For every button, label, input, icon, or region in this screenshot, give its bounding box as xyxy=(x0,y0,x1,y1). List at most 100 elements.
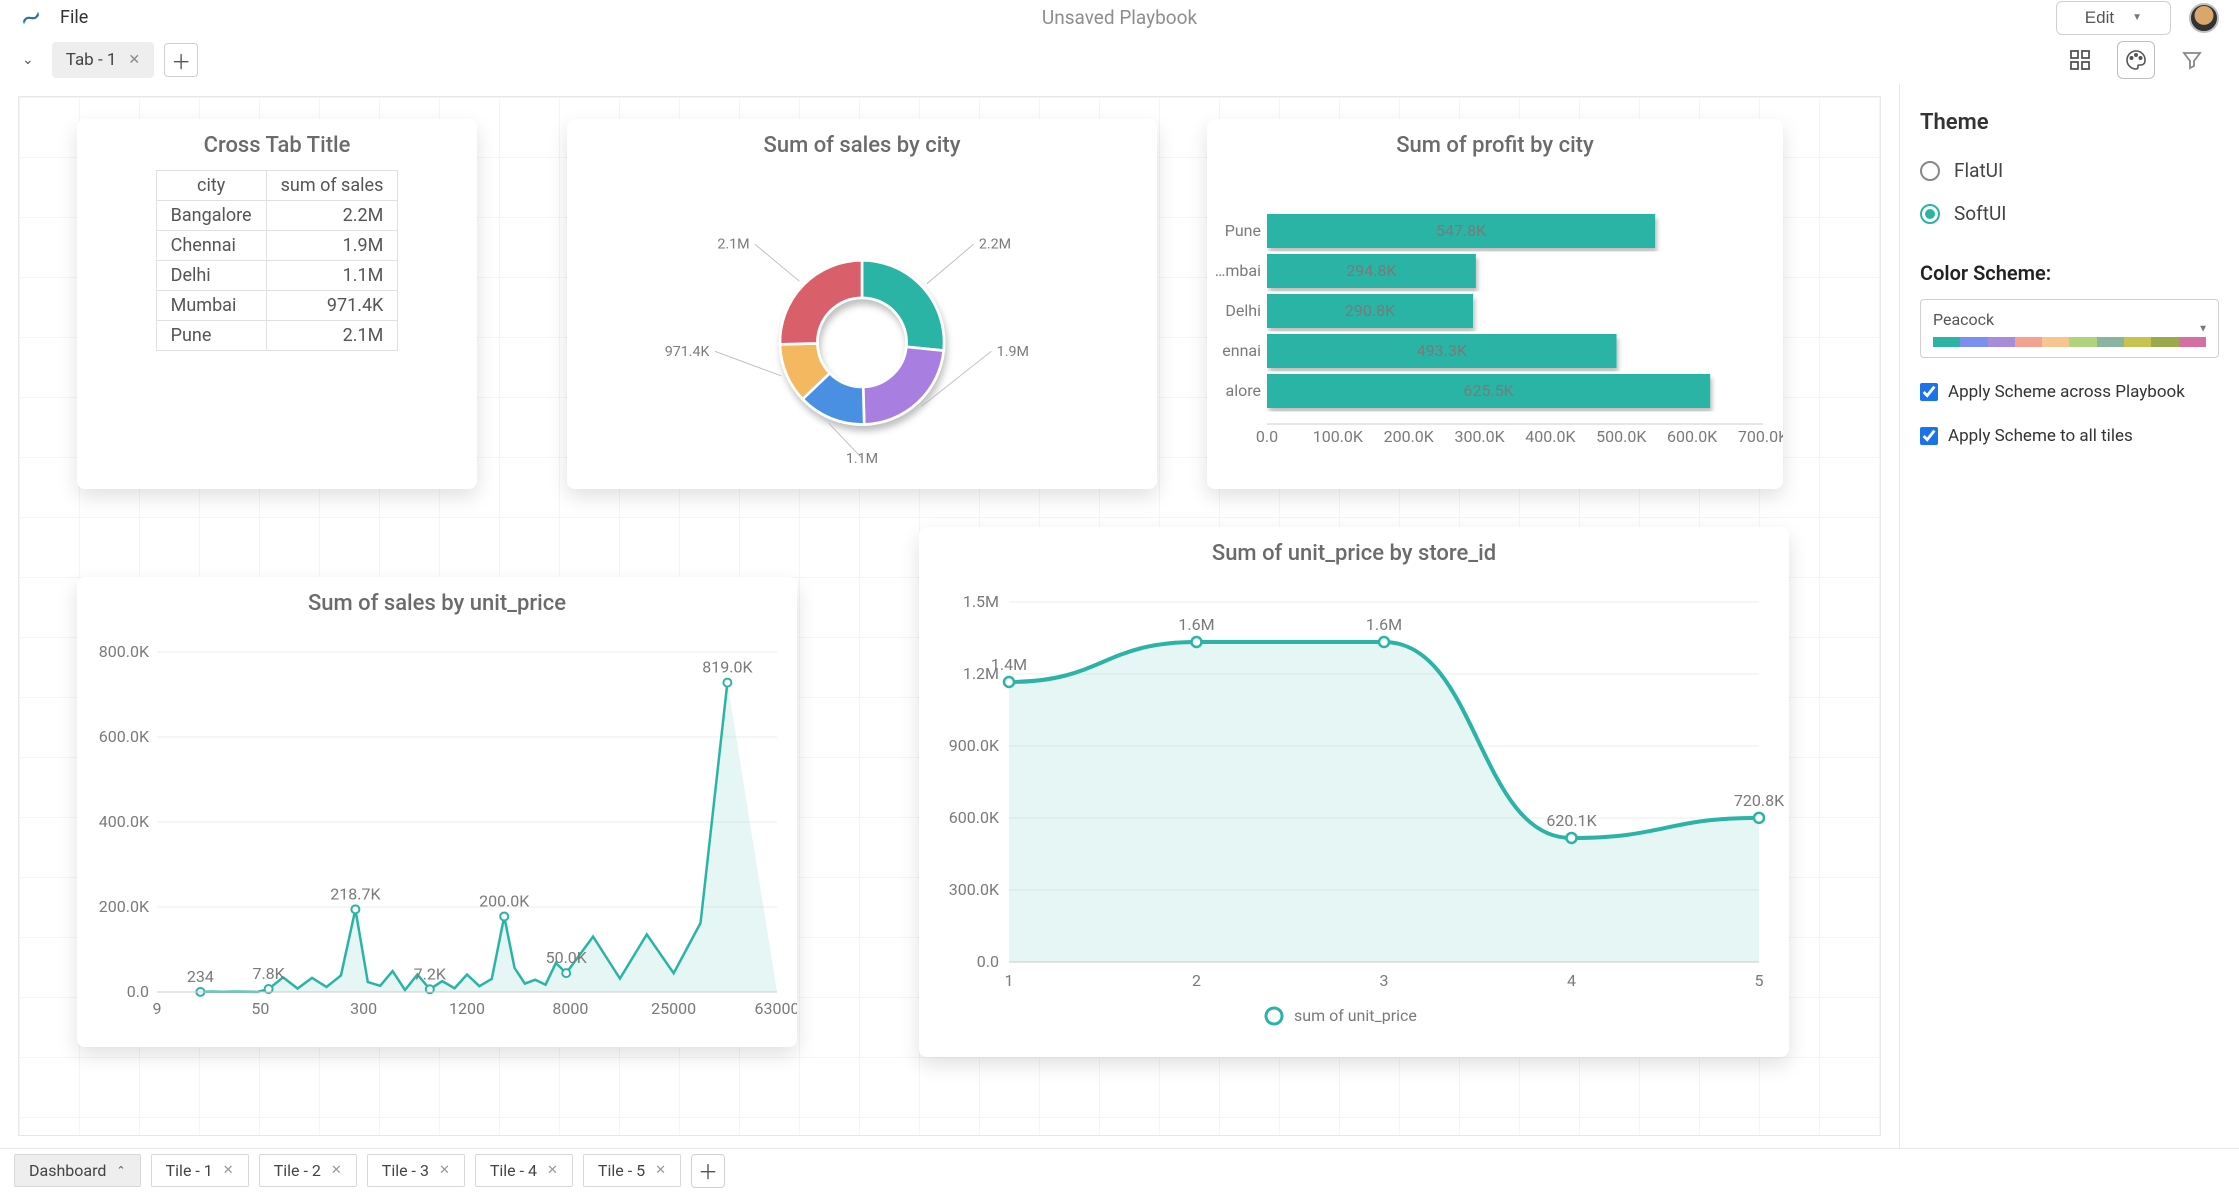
svg-text:1.4M: 1.4M xyxy=(991,655,1027,674)
svg-text:300: 300 xyxy=(350,999,377,1018)
svg-text:547.8K: 547.8K xyxy=(1436,221,1487,240)
svg-text:ennai: ennai xyxy=(1222,341,1261,360)
svg-text:300.0K: 300.0K xyxy=(949,880,1000,899)
checkbox[interactable] xyxy=(1920,383,1938,401)
filter-icon[interactable] xyxy=(2173,41,2211,79)
svg-text:sum of unit_price: sum of unit_price xyxy=(1294,1006,1417,1025)
close-icon[interactable]: ✕ xyxy=(547,1163,558,1178)
svg-text:625.5K: 625.5K xyxy=(1463,381,1514,400)
theme-heading: Theme xyxy=(1920,110,2219,135)
area-chart: 0.0300.0K600.0K900.0K1.2M1.5M12345 1.4M … xyxy=(919,572,1789,1042)
svg-text:2: 2 xyxy=(1192,971,1201,990)
svg-text:200.0K: 200.0K xyxy=(479,891,530,910)
tile[interactable]: Sum of profit by city Pune…mbaiDelhienna… xyxy=(1207,119,1783,489)
svg-text:700.0K: 700.0K xyxy=(1738,427,1783,446)
edit-button-label: Edit xyxy=(2085,8,2114,28)
bottom-tab-tile[interactable]: Tile - 1 ✕ xyxy=(151,1154,249,1187)
bottom-tab-tile[interactable]: Tile - 3 ✕ xyxy=(367,1154,465,1187)
theme-option-label: SoftUI xyxy=(1954,202,2006,225)
theme-option[interactable]: SoftUI xyxy=(1920,202,2219,225)
theme-panel: Theme FlatUI SoftUI Color Scheme: Peacoc… xyxy=(1899,84,2239,1148)
bottom-tab-label: Tile - 5 xyxy=(598,1161,645,1180)
svg-text:1.9M: 1.9M xyxy=(997,344,1029,360)
tile[interactable]: Sum of sales by unit_price 0.0200.0K400.… xyxy=(77,577,797,1047)
svg-text:400.0K: 400.0K xyxy=(1525,427,1576,446)
apply-tiles-checkbox[interactable]: Apply Scheme to all tiles xyxy=(1920,426,2219,446)
topbar: File Unsaved Playbook Edit ▼ xyxy=(0,0,2239,36)
color-scheme-select[interactable]: Peacock ▼ xyxy=(1920,299,2219,358)
svg-text:600.0K: 600.0K xyxy=(949,808,1000,827)
app-logo-icon xyxy=(20,7,42,29)
tile[interactable]: Sum of sales by city 2.2M1.9M1.1M971.4K2… xyxy=(567,119,1157,489)
svg-text:4: 4 xyxy=(1567,971,1576,990)
apply-playbook-checkbox[interactable]: Apply Scheme across Playbook xyxy=(1920,382,2219,402)
main: Cross Tab Title citysum of salesBangalor… xyxy=(0,84,2239,1148)
chevron-down-icon: ▼ xyxy=(2132,12,2142,23)
close-icon[interactable]: ✕ xyxy=(655,1163,666,1178)
grid-icon[interactable] xyxy=(2061,41,2099,79)
checkbox[interactable] xyxy=(1920,427,1938,445)
svg-text:400.0K: 400.0K xyxy=(99,812,150,831)
checkbox-label: Apply Scheme across Playbook xyxy=(1948,382,2185,402)
svg-text:1.6M: 1.6M xyxy=(1366,615,1402,634)
bottom-tab-tile[interactable]: Tile - 5 ✕ xyxy=(583,1154,681,1187)
tab[interactable]: Tab - 1 ✕ xyxy=(52,42,154,78)
svg-text:800.0K: 800.0K xyxy=(99,642,150,661)
svg-text:9: 9 xyxy=(153,999,162,1018)
scheme-swatches xyxy=(1933,337,2206,347)
tab-label: Tab - 1 xyxy=(66,50,117,70)
tabs-chevron-icon[interactable]: ⌄ xyxy=(14,46,42,74)
svg-text:Pune: Pune xyxy=(1225,221,1261,240)
bottom-tab-tile[interactable]: Tile - 2 ✕ xyxy=(259,1154,357,1187)
tile-title: Sum of unit_price by store_id xyxy=(919,527,1789,572)
svg-text:1: 1 xyxy=(1005,971,1014,990)
svg-text:300.0K: 300.0K xyxy=(1454,427,1505,446)
tile[interactable]: Sum of unit_price by store_id 0.0 300.0K 6… xyxy=(919,527,1789,1057)
svg-text:1.5M: 1.5M xyxy=(963,592,999,611)
palette-icon[interactable] xyxy=(2117,41,2155,79)
bottom-tab-label: Dashboard xyxy=(29,1161,106,1180)
tile-title: Sum of sales by unit_price xyxy=(77,577,797,622)
svg-text:493.3K: 493.3K xyxy=(1417,341,1468,360)
add-tab-button[interactable]: ＋ xyxy=(164,43,198,77)
add-tile-button[interactable]: ＋ xyxy=(691,1154,725,1188)
canvas-wrap: Cross Tab Title citysum of salesBangalor… xyxy=(0,84,1899,1148)
line-chart: 0.0200.0K400.0K600.0K800.0K9503001200800… xyxy=(77,622,797,1032)
svg-text:5: 5 xyxy=(1755,971,1764,990)
svg-text:234: 234 xyxy=(187,967,214,986)
avatar[interactable] xyxy=(2189,3,2219,33)
tile-title: Sum of profit by city xyxy=(1207,119,1783,164)
svg-text:50: 50 xyxy=(251,999,269,1018)
tile-title: Cross Tab Title xyxy=(77,119,477,164)
file-menu[interactable]: File xyxy=(60,7,88,28)
tabstrip: ⌄ Tab - 1 ✕ ＋ xyxy=(0,36,2239,84)
color-scheme-label: Color Scheme: xyxy=(1920,261,2219,285)
svg-text:0.0: 0.0 xyxy=(977,952,999,971)
donut-chart: 2.2M1.9M1.1M971.4K2.1M xyxy=(567,164,1157,494)
svg-text:Delhi: Delhi xyxy=(1225,301,1261,320)
close-icon[interactable]: ✕ xyxy=(331,1163,342,1178)
svg-text:900.0K: 900.0K xyxy=(949,736,1000,755)
svg-text:7.2K: 7.2K xyxy=(414,964,447,983)
bottom-tab-label: Tile - 1 xyxy=(166,1161,213,1180)
bottombar: Dashboard ⌃ Tile - 1 ✕Tile - 2 ✕Tile - 3… xyxy=(0,1148,2239,1192)
edit-button[interactable]: Edit ▼ xyxy=(2056,1,2171,35)
bottom-tab-label: Tile - 4 xyxy=(490,1161,537,1180)
tile[interactable]: Cross Tab Title citysum of salesBangalor… xyxy=(77,119,477,489)
checkbox-label: Apply Scheme to all tiles xyxy=(1948,426,2133,446)
bottom-tab-dashboard[interactable]: Dashboard ⌃ xyxy=(14,1154,141,1187)
radio-icon xyxy=(1920,161,1940,181)
svg-text:620.1K: 620.1K xyxy=(1546,811,1597,830)
close-icon[interactable]: ✕ xyxy=(128,52,140,68)
cross-tab-table: citysum of salesBangalore2.2MChennai1.9M… xyxy=(156,170,399,351)
svg-text:8000: 8000 xyxy=(552,999,588,1018)
bottom-tab-tile[interactable]: Tile - 4 ✕ xyxy=(475,1154,573,1187)
close-icon[interactable]: ✕ xyxy=(223,1163,234,1178)
dashboard-canvas[interactable]: Cross Tab Title citysum of salesBangalor… xyxy=(18,96,1881,1136)
svg-text:819.0K: 819.0K xyxy=(702,658,753,677)
hbar-chart: Pune…mbaiDelhiennaialore547.8K294.8K290.… xyxy=(1207,164,1783,494)
svg-text:218.7K: 218.7K xyxy=(330,884,381,903)
close-icon[interactable]: ✕ xyxy=(439,1163,450,1178)
theme-option[interactable]: FlatUI xyxy=(1920,159,2219,182)
bottom-tab-label: Tile - 2 xyxy=(274,1161,321,1180)
